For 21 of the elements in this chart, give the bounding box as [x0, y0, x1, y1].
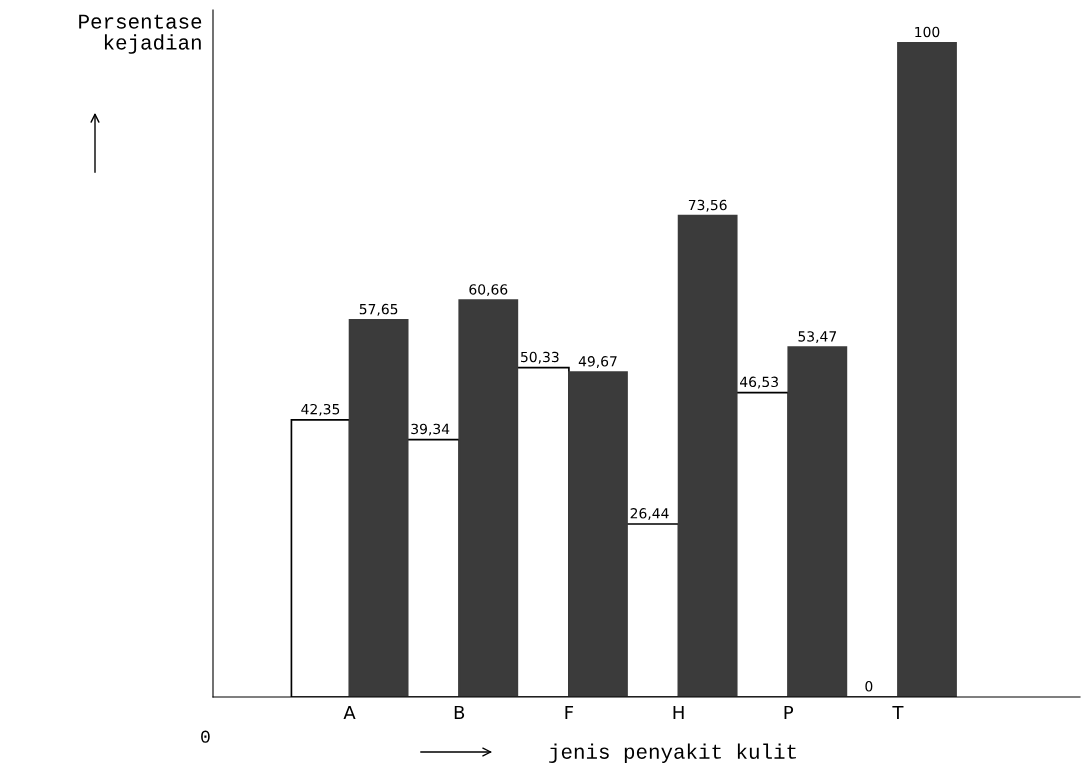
data-label: 100 — [915, 26, 940, 38]
data-label: 0 — [865, 681, 873, 692]
y-axis-title: Persentase kejadian — [79, 14, 202, 54]
x-tick-label: P — [784, 705, 794, 720]
x-tick-label: B — [454, 705, 465, 720]
data-label: 39,34 — [411, 423, 450, 436]
data-label: 53,47 — [798, 331, 837, 344]
data-label: 60,66 — [469, 284, 508, 297]
x-axis-title: jenis penyakit kulit — [549, 743, 796, 763]
text: 0 — [201, 730, 210, 743]
data-label: 50,33 — [521, 351, 559, 364]
data-label: 26,44 — [630, 508, 669, 520]
x-tick-label: F — [565, 705, 574, 720]
data-label: 73,56 — [688, 199, 727, 212]
x-tick-label: T — [892, 705, 904, 720]
data-label: 49,67 — [578, 356, 617, 368]
x-tick-label: H — [673, 705, 684, 720]
x-tick-label: A — [343, 705, 356, 720]
data-label: 46,53 — [739, 376, 778, 389]
data-label: 57,65 — [359, 303, 398, 316]
data-label: 42,35 — [301, 403, 340, 416]
